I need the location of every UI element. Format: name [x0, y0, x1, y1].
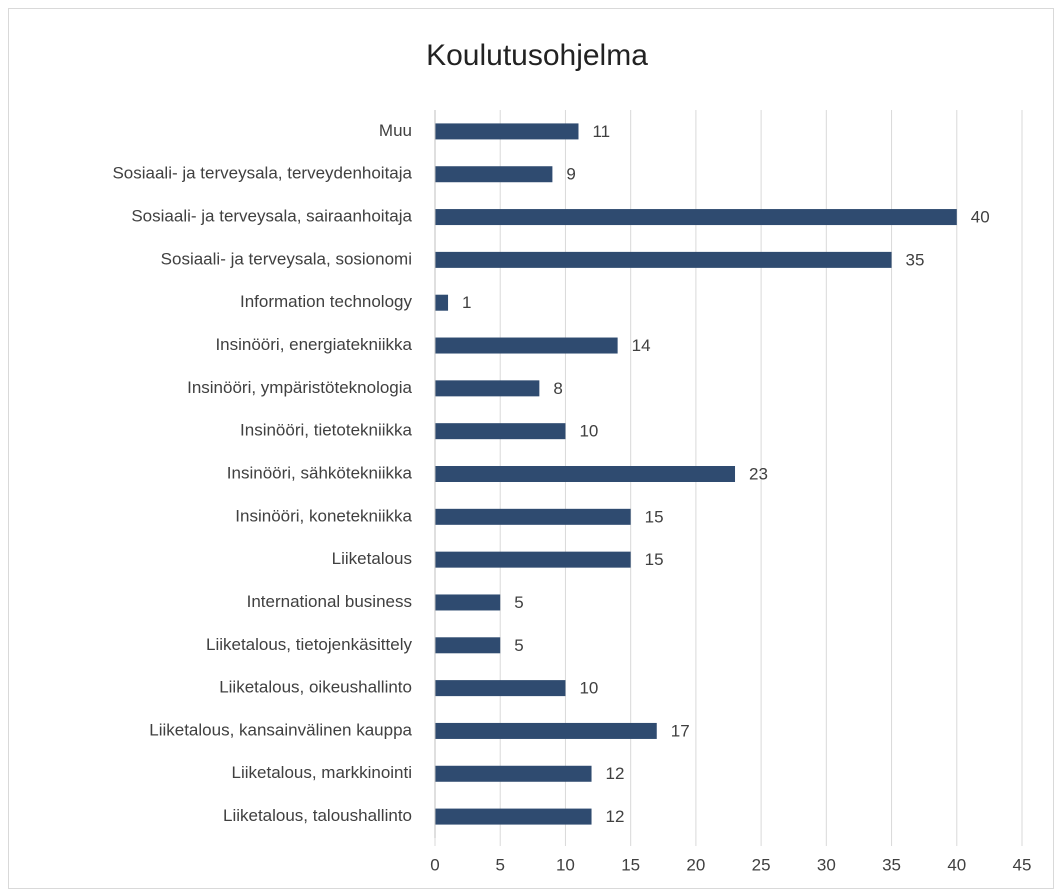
y-tick-label: Insinööri, konetekniikka	[235, 506, 412, 525]
data-label: 10	[579, 679, 598, 698]
bar	[435, 166, 553, 183]
y-tick-label: Liiketalous	[332, 549, 412, 568]
bar	[435, 508, 631, 525]
data-label: 8	[553, 379, 562, 398]
x-tick-label: 30	[817, 855, 836, 874]
y-tick-label: Sosiaali- ja terveysala, terveydenhoitaj…	[112, 164, 412, 183]
data-label: 35	[906, 250, 925, 269]
bar	[435, 294, 449, 311]
data-label: 12	[606, 807, 625, 826]
y-tick-label: Muu	[379, 121, 412, 140]
data-label: 15	[645, 550, 664, 569]
bar	[435, 466, 736, 482]
x-tick-label: 40	[947, 855, 966, 874]
data-label: 40	[971, 208, 990, 227]
y-tick-label: Liiketalous, tietojenkäsittely	[206, 635, 413, 654]
y-tick-label: Sosiaali- ja terveysala, sosionomi	[161, 249, 412, 268]
y-tick-label: Liiketalous, oikeushallinto	[219, 678, 412, 697]
data-label: 5	[514, 593, 523, 612]
bar	[435, 123, 579, 140]
y-tick-label: Insinööri, sähkötekniikka	[227, 463, 413, 482]
data-label: 12	[606, 764, 625, 783]
x-tick-label: 15	[621, 855, 640, 874]
y-tick-label: Liiketalous, taloushallinto	[223, 806, 412, 825]
y-tick-label: Liiketalous, markkinointi	[232, 763, 412, 782]
bar	[435, 637, 501, 654]
data-label: 14	[632, 336, 651, 355]
data-label: 11	[592, 122, 610, 141]
bar	[435, 765, 592, 782]
y-tick-label: Liiketalous, kansainvälinen kauppa	[149, 720, 412, 739]
data-label: 15	[645, 507, 664, 526]
y-tick-label: Information technology	[240, 292, 412, 311]
chart-frame	[8, 8, 1054, 889]
x-tick-label: 35	[882, 855, 901, 874]
x-tick-label: 0	[430, 855, 439, 874]
x-tick-label: 45	[1013, 855, 1032, 874]
bar	[435, 209, 957, 226]
data-label: 10	[579, 422, 598, 441]
data-label: 17	[671, 721, 690, 740]
data-label: 23	[749, 464, 768, 483]
data-label: 1	[462, 293, 471, 312]
y-tick-label: International business	[247, 592, 412, 611]
y-tick-label: Insinööri, tietotekniikka	[240, 421, 413, 440]
bar	[435, 380, 540, 397]
data-label: 5	[514, 636, 523, 655]
chart-title: Koulutusohjelma	[426, 39, 648, 72]
x-tick-label: 25	[752, 855, 771, 874]
bar	[435, 808, 592, 825]
bar	[435, 551, 631, 568]
y-tick-label: Sosiaali- ja terveysala, sairaanhoitaja	[131, 207, 412, 226]
y-tick-label: Insinööri, ympäristöteknologia	[187, 378, 412, 397]
bar	[435, 594, 501, 611]
data-label: 9	[566, 165, 575, 184]
x-tick-label: 5	[495, 855, 504, 874]
y-tick-label: Insinööri, energiatekniikka	[215, 335, 412, 354]
bar	[435, 423, 566, 440]
x-tick-label: 10	[556, 855, 575, 874]
x-tick-label: 20	[686, 855, 705, 874]
bar	[435, 680, 566, 697]
bar	[435, 722, 657, 739]
bar	[435, 337, 618, 354]
bar	[435, 251, 892, 268]
